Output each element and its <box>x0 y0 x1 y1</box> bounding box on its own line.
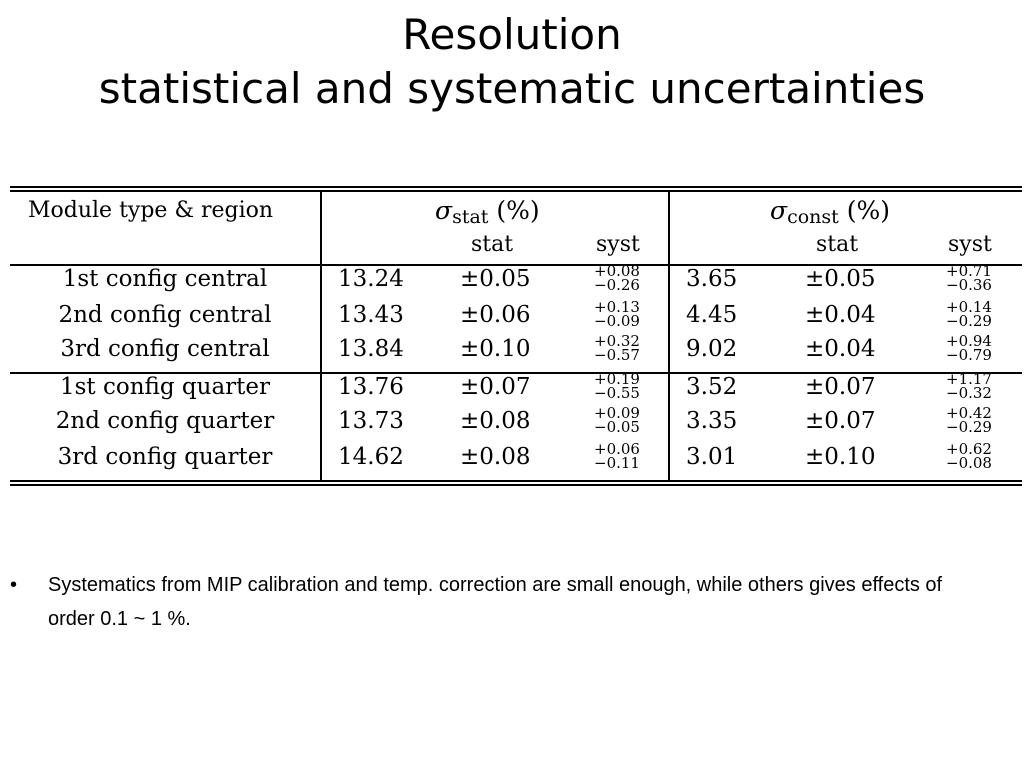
sigma-const-stat-error: ±0.07 <box>805 408 876 434</box>
header-stat-col-2: stat <box>816 232 859 257</box>
sigma-const-syst-error: +0.62 −0.08 <box>946 440 992 472</box>
unit-label: (%) <box>496 196 540 225</box>
sigma-stat-syst-error: +0.08 −0.26 <box>594 262 640 294</box>
sigma-stat-value: 13.24 <box>338 266 404 292</box>
sigma-stat-syst-lower: −0.55 <box>594 384 640 402</box>
sigma-stat-syst-error: +0.13 −0.09 <box>594 298 640 330</box>
table-top-rule-2 <box>10 190 1022 192</box>
sigma-const-stat-error: ±0.10 <box>805 444 876 470</box>
sigma-const-syst-error: +0.94 −0.79 <box>946 332 992 364</box>
sigma-stat-syst-lower: −0.26 <box>594 276 640 294</box>
sigma-const-syst-upper: +0.42 <box>946 404 992 422</box>
sigma-const-value: 3.52 <box>686 374 738 400</box>
sigma-stat-value: 13.73 <box>338 408 404 434</box>
sigma-const-syst-upper: +0.14 <box>946 298 992 316</box>
sigma-stat-stat-error: ±0.08 <box>460 408 531 434</box>
sigma-const-syst-lower: −0.29 <box>946 418 992 436</box>
row-label: 2nd config central <box>58 302 272 328</box>
sigma-stat-syst-upper: +0.32 <box>594 332 640 350</box>
header-sigma-stat: σstat (%) <box>435 196 540 228</box>
header-module: Module type & region <box>28 198 274 223</box>
row-label: 1st config quarter <box>60 374 270 400</box>
header-bottom-rule <box>10 264 1022 266</box>
header-syst-col-2: syst <box>948 232 992 257</box>
sigma-symbol: σ <box>435 196 453 225</box>
sigma-const-stat-error: ±0.04 <box>805 336 876 362</box>
sigma-const-syst-upper: +0.62 <box>946 440 992 458</box>
sigma-stat-stat-error: ±0.05 <box>460 266 531 292</box>
sigma-stat-syst-upper: +0.06 <box>594 440 640 458</box>
sigma-stat-syst-error: +0.32 −0.57 <box>594 332 640 364</box>
sigma-const-value: 3.01 <box>686 444 738 470</box>
sigma-const-syst-upper: +0.94 <box>946 332 992 350</box>
sigma-const-syst-lower: −0.32 <box>946 384 992 402</box>
sigma-stat-value: 13.43 <box>338 302 404 328</box>
sigma-stat-stat-error: ±0.06 <box>460 302 531 328</box>
sigma-stat-syst-lower: −0.05 <box>594 418 640 436</box>
sigma-const-stat-error: ±0.04 <box>805 302 876 328</box>
sigma-stat-syst-upper: +0.08 <box>594 262 640 280</box>
header-sigma-const: σconst (%) <box>770 196 890 228</box>
sigma-stat-syst-error: +0.09 −0.05 <box>594 404 640 436</box>
sigma-const-syst-lower: −0.29 <box>946 312 992 330</box>
sigma-const-syst-lower: −0.36 <box>946 276 992 294</box>
row-label: 2nd config quarter <box>55 408 275 434</box>
header-stat-col-1: stat <box>471 232 514 257</box>
row-label: 3rd config central <box>60 336 270 362</box>
sigma-const-syst-error: +0.71 −0.36 <box>946 262 992 294</box>
sigma-subscript: stat <box>452 206 489 228</box>
sigma-stat-stat-error: ±0.08 <box>460 444 531 470</box>
sigma-subscript: const <box>787 206 839 228</box>
sigma-const-syst-lower: −0.79 <box>946 346 992 364</box>
sigma-symbol: σ <box>770 196 788 225</box>
sigma-stat-syst-error: +0.06 −0.11 <box>594 440 640 472</box>
title-line-1: Resolution <box>402 10 622 59</box>
row-label: 1st config central <box>62 266 268 292</box>
sigma-const-value: 3.35 <box>686 408 738 434</box>
table-top-rule-1 <box>10 186 1022 188</box>
sigma-stat-syst-upper: +0.19 <box>594 370 640 388</box>
column-rule-2 <box>668 191 670 480</box>
sigma-const-stat-error: ±0.07 <box>805 374 876 400</box>
bullet-marker: • <box>10 574 18 596</box>
sigma-const-value: 3.65 <box>686 266 738 292</box>
header-syst-col-1: syst <box>596 232 640 257</box>
sigma-const-syst-error: +0.42 −0.29 <box>946 404 992 436</box>
sigma-const-value: 9.02 <box>686 336 738 362</box>
bullet-text: Systematics from MIP calibration and tem… <box>48 574 943 630</box>
table-bottom-rule-2 <box>10 484 1022 486</box>
column-rule-1 <box>320 191 322 480</box>
sigma-stat-value: 13.76 <box>338 374 404 400</box>
sigma-const-stat-error: ±0.05 <box>805 266 876 292</box>
sigma-stat-syst-lower: −0.11 <box>594 454 640 472</box>
sigma-const-syst-error: +0.14 −0.29 <box>946 298 992 330</box>
sigma-stat-syst-lower: −0.09 <box>594 312 640 330</box>
unit-label: (%) <box>846 196 890 225</box>
sigma-const-syst-upper: +1.17 <box>946 370 992 388</box>
sigma-stat-syst-upper: +0.13 <box>594 298 640 316</box>
sigma-stat-value: 14.62 <box>338 444 404 470</box>
sigma-const-syst-upper: +0.71 <box>946 262 992 280</box>
sigma-stat-syst-lower: −0.57 <box>594 346 640 364</box>
sigma-stat-syst-error: +0.19 −0.55 <box>594 370 640 402</box>
sigma-const-syst-lower: −0.08 <box>946 454 992 472</box>
sigma-const-syst-error: +1.17 −0.32 <box>946 370 992 402</box>
sigma-stat-stat-error: ±0.07 <box>460 374 531 400</box>
sigma-const-value: 4.45 <box>686 302 738 328</box>
group-separator-rule <box>10 372 1022 374</box>
resolution-table: Module type & region σstat (%) σconst (%… <box>10 186 1022 486</box>
sigma-stat-value: 13.84 <box>338 336 404 362</box>
sigma-stat-stat-error: ±0.10 <box>460 336 531 362</box>
title-line-2: statistical and systematic uncertainties <box>98 64 926 113</box>
table-bottom-rule-1 <box>10 480 1022 482</box>
slide-title: Resolution statistical and systematic un… <box>0 8 1024 116</box>
sigma-stat-syst-upper: +0.09 <box>594 404 640 422</box>
row-label: 3rd config quarter <box>57 444 273 470</box>
